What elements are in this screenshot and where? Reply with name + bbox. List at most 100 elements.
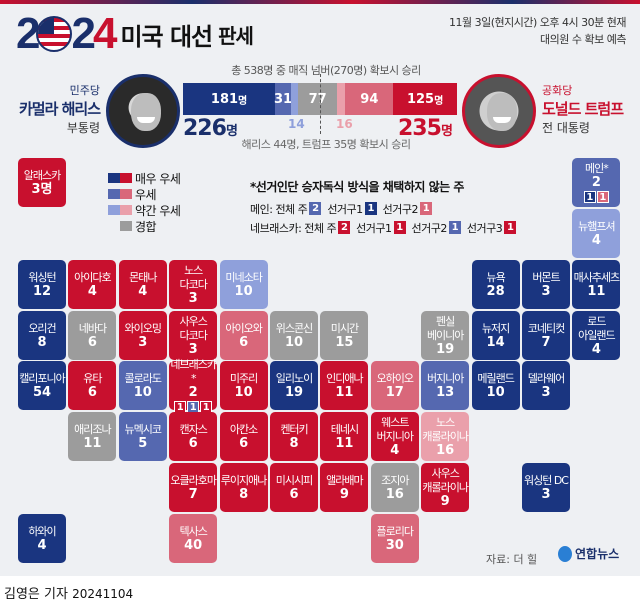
state-tile: 조지아 16: [370, 463, 419, 512]
state-tile: 몬태나 4: [118, 260, 167, 309]
state-name: 뉴햄프셔: [578, 219, 615, 233]
bar-segment-harris-lean: [290, 83, 299, 115]
state-name: 알래스카: [23, 168, 61, 182]
legend-label: 우세: [135, 187, 157, 202]
state-electoral-votes: 17: [385, 384, 404, 400]
reporter-name: 김영은 기자: [4, 587, 68, 602]
district-chip: 1: [187, 401, 200, 413]
state-electoral-votes: 54: [32, 384, 52, 400]
harris-smile-icon: [137, 117, 155, 123]
as-of-line1: 11월 3일(현지시간) 오후 4시 30분 현재: [449, 16, 627, 29]
state-electoral-votes: 4: [87, 283, 97, 299]
state-electoral-votes: 2: [591, 175, 601, 190]
state-name: 웨스트 버지니아: [376, 415, 414, 443]
state-tile: 캔자스 6: [169, 412, 218, 461]
trump-total-unit: 명: [440, 124, 453, 139]
trump-total-number: 235: [398, 116, 442, 141]
bar-segment-value: 77: [308, 91, 327, 107]
state-tile: 펜실 베이니아 19: [421, 311, 470, 360]
state-tile: 워싱턴 12: [18, 260, 66, 309]
legend-swatch-icon: [108, 205, 132, 215]
bar-segment-trump-strong: 125 명: [393, 83, 457, 115]
legend-item: 경합: [108, 218, 180, 234]
state-electoral-votes: 3: [541, 384, 551, 400]
maine-total-chip: 2: [309, 202, 322, 215]
state-tile: 미주리 10: [219, 361, 268, 410]
bar-segment-harris-strong: 181 명: [183, 83, 276, 115]
maine-split-line: 메인: 전체 주 2 선거구1 1 선거구2 1: [250, 199, 522, 218]
state-electoral-votes: 3명: [31, 181, 53, 197]
state-tile: 미시간 15: [320, 311, 369, 360]
harris-face-icon: [131, 93, 161, 131]
state-electoral-votes: 11: [335, 384, 354, 400]
trump-lean-count: 16: [336, 117, 353, 131]
harris-total-unit: 명: [225, 124, 238, 139]
state-name: 버몬트: [532, 270, 560, 284]
state-tile: 앨라배마 9: [320, 463, 369, 512]
state-name: 코네티컷: [527, 321, 565, 335]
state-name: 워싱턴 DC: [523, 473, 569, 487]
state-name: 하와이: [28, 524, 56, 538]
state-electoral-votes: 3: [541, 283, 551, 299]
state-tile: 켄터키 8: [270, 412, 318, 461]
state-tile: 오하이오 17: [370, 361, 419, 410]
page-title-suffix: 판세: [218, 23, 254, 48]
state-tile: 미시시피 6: [270, 463, 318, 512]
state-name: 네바다: [78, 321, 107, 335]
state-name: 루이지애나: [220, 473, 268, 487]
state-electoral-votes: 6: [87, 334, 97, 350]
state-tile: 아이다호 4: [68, 260, 117, 309]
harris-total: 226명: [183, 116, 238, 141]
byline: 김영은 기자 20241104: [4, 583, 133, 602]
state-name: 워싱턴: [28, 270, 56, 284]
state-name: 조지아: [381, 473, 409, 487]
trump-face-icon: [487, 93, 517, 131]
electoral-vote-bar: 181 명 31 77 94 125 명: [183, 83, 457, 115]
state-tile: 하와이 4: [18, 514, 66, 563]
harris-info: 민주당 카멀라 해리스 부통령: [12, 82, 101, 136]
state-tile: 뉴저지 14: [471, 311, 520, 360]
state-tile: 뉴햄프셔 4: [572, 209, 621, 258]
state-name: 캔자스: [179, 422, 208, 436]
harris-role: 부통령: [66, 121, 100, 135]
state-name: 유타: [83, 371, 102, 385]
state-name: 앨라배마: [326, 473, 363, 487]
state-electoral-votes: 4: [138, 283, 148, 299]
state-tile: 웨스트 버지니아 4: [370, 412, 419, 461]
state-electoral-votes: 30: [385, 537, 404, 553]
us-flag-icon: [36, 16, 73, 52]
state-electoral-votes: 6: [188, 435, 198, 451]
legend-swatch-icon: [120, 221, 132, 231]
state-electoral-votes: 5: [138, 435, 148, 451]
state-electoral-votes: 11: [335, 435, 354, 451]
nebraska-d3-label: 선거구3: [466, 221, 503, 235]
state-tile: 델라웨어 3: [522, 361, 570, 410]
bar-segment-trump-lean: [337, 83, 346, 115]
state-name: 테네시: [330, 422, 359, 436]
legend-label: 약간 우세: [135, 203, 181, 218]
state-tile: 네브래스카* 2 1 1 1: [169, 358, 218, 413]
state-electoral-votes: 11: [83, 435, 102, 451]
state-name: 위스콘신: [275, 321, 313, 335]
state-name: 뉴욕: [486, 270, 505, 284]
state-tile: 뉴멕시코 5: [118, 412, 167, 461]
publish-date: 20241104: [72, 587, 134, 601]
state-electoral-votes: 10: [133, 384, 152, 400]
state-name: 오리건: [28, 321, 56, 335]
state-electoral-votes: 11: [587, 283, 606, 299]
state-tile: 와이오밍 3: [118, 311, 167, 360]
state-tile: 루이지애나 8: [219, 463, 268, 512]
state-name: 노스 캐롤라이나: [422, 415, 469, 443]
state-tile: 버지니아 13: [421, 361, 470, 410]
state-name: 펜실 베이니아: [426, 314, 464, 342]
majority-midline: [320, 74, 321, 134]
title-logo: 2 2 4 미국 대선 판세: [16, 12, 254, 56]
state-electoral-votes: 7: [541, 334, 551, 350]
nebraska-d2-chip: 1: [448, 221, 461, 234]
bar-segment-value: 125: [406, 91, 435, 107]
state-name: 미주리: [229, 371, 258, 385]
yonhap-mark-icon: [558, 545, 572, 562]
yonhap-logo: 연합뉴스: [558, 545, 619, 562]
split-note-title: *선거인단 승자독식 방식을 채택하지 않는 주: [250, 180, 464, 194]
